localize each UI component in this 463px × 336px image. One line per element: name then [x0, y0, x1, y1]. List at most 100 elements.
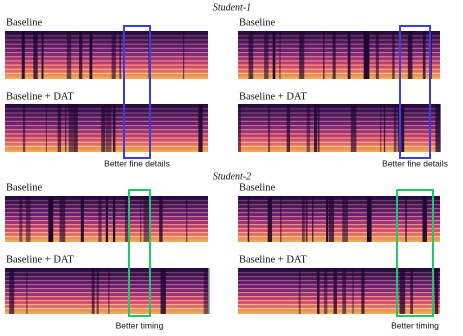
group-title: Student-1: [213, 2, 251, 13]
annotation: Better timing: [116, 320, 164, 330]
silence: [280, 196, 282, 242]
spectrogram: [238, 196, 440, 242]
silence: [26, 268, 28, 314]
harmonic: [238, 64, 440, 66]
harmonic: [238, 280, 440, 282]
silence: [143, 196, 150, 242]
harmonic: [5, 64, 208, 66]
silence: [298, 268, 301, 314]
harmonic: [238, 308, 440, 310]
harmonic: [238, 68, 440, 70]
harmonic: [5, 292, 208, 294]
harmonic: [238, 304, 440, 306]
harmonic: [238, 200, 440, 202]
silence: [203, 268, 210, 314]
harmonic: [238, 56, 440, 58]
silence: [124, 196, 131, 242]
highlight-box: [399, 25, 431, 159]
harmonic: [238, 300, 440, 302]
silence: [59, 196, 66, 242]
harmonic: [5, 288, 208, 290]
silence: [186, 196, 188, 242]
harmonic: [238, 129, 440, 131]
harmonic: [238, 133, 440, 135]
silence: [57, 104, 62, 152]
harmonic: [238, 284, 440, 286]
silence: [25, 196, 31, 242]
silence: [160, 268, 166, 314]
harmonic: [238, 232, 440, 234]
silence: [333, 268, 337, 314]
spectrogram-bg: [238, 104, 440, 152]
harmonic: [5, 280, 208, 282]
silence: [383, 104, 386, 152]
silence: [9, 268, 15, 314]
harmonic: [238, 47, 440, 49]
harmonic: [238, 204, 440, 206]
silence: [363, 31, 370, 79]
silence: [247, 196, 250, 242]
silence: [323, 268, 328, 314]
silence: [66, 31, 72, 79]
harmonic: [238, 112, 440, 114]
silence: [350, 104, 357, 152]
silence: [366, 196, 372, 242]
harmonic: [238, 141, 440, 143]
panel-label: Baseline + DAT: [6, 254, 74, 265]
harmonic: [238, 228, 440, 230]
harmonic: [5, 272, 208, 274]
silence: [101, 104, 106, 152]
silence: [392, 31, 395, 79]
spectrogram: [238, 31, 440, 79]
harmonic: [5, 276, 208, 278]
silence: [96, 268, 99, 314]
harmonic: [238, 288, 440, 290]
silence: [45, 104, 48, 152]
silence: [380, 104, 382, 152]
harmonic: [5, 296, 208, 298]
silence: [313, 104, 318, 152]
panel-label: Baseline: [239, 17, 275, 28]
panel-label: Baseline: [6, 182, 42, 193]
silence: [410, 268, 413, 314]
annotation: Better fine details: [382, 158, 448, 168]
silence: [399, 268, 406, 314]
panel-label: Baseline + DAT: [239, 254, 307, 265]
silence: [318, 104, 320, 152]
harmonic: [238, 292, 440, 294]
silence: [422, 31, 426, 79]
spectrogram-bg: [238, 268, 440, 314]
silence: [89, 31, 93, 79]
silence: [41, 31, 44, 79]
harmonic: [238, 60, 440, 62]
harmonic: [238, 236, 440, 238]
silence: [435, 104, 441, 152]
panel-label: Baseline: [6, 17, 42, 28]
panel-label: Baseline + DAT: [239, 91, 307, 102]
silence: [183, 31, 185, 79]
silence: [326, 196, 329, 242]
silence: [393, 104, 397, 152]
panel-label: Baseline + DAT: [6, 91, 74, 102]
silence: [21, 31, 25, 79]
harmonic: [238, 116, 440, 118]
harmonic: [238, 43, 440, 45]
harmonic: [5, 284, 208, 286]
silence: [352, 268, 354, 314]
harmonic: [5, 35, 208, 37]
silence: [323, 31, 325, 79]
harmonic: [238, 72, 440, 75]
spectrogram: [238, 268, 440, 314]
silence: [119, 31, 121, 79]
silence: [405, 196, 407, 242]
silence: [140, 196, 142, 242]
spectrogram: [5, 104, 208, 152]
harmonic: [5, 72, 208, 75]
silence: [328, 196, 335, 242]
harmonic: [5, 308, 208, 310]
silence: [238, 104, 241, 152]
silence: [80, 196, 84, 242]
silence: [48, 196, 54, 242]
harmonic: [238, 220, 440, 222]
